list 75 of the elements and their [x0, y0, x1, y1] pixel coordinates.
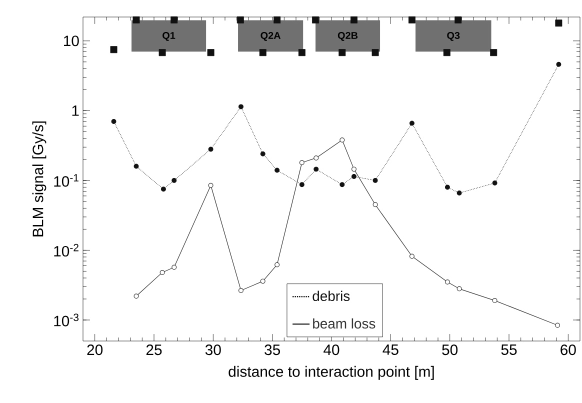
- point: [555, 20, 562, 27]
- band-label: Q2A: [260, 32, 281, 41]
- x-tick-label: 60: [560, 344, 576, 356]
- band-label: Q2B: [338, 32, 358, 41]
- point: [260, 278, 266, 284]
- point: [314, 166, 319, 172]
- point: [172, 178, 177, 183]
- point: [299, 160, 304, 166]
- x-tick-label: 45: [382, 344, 398, 355]
- point: [160, 186, 166, 192]
- point: [408, 16, 416, 24]
- y-tick-label: 10$^{-3}$: [54, 314, 79, 326]
- x-tick-label: 55: [501, 344, 517, 355]
- point: [340, 138, 345, 142]
- point: [444, 280, 450, 285]
- point: [170, 16, 178, 24]
- point: [274, 262, 280, 268]
- point: [312, 16, 320, 24]
- point: [110, 46, 118, 54]
- point: [274, 168, 280, 173]
- point: [556, 62, 562, 67]
- point: [132, 16, 140, 24]
- y-tick-label: 10$^{-1}$: [54, 174, 78, 187]
- y-tick-label: 1: [72, 106, 79, 116]
- point: [274, 16, 281, 24]
- point: [208, 182, 214, 188]
- text: debris: [312, 290, 350, 302]
- point: [298, 49, 306, 56]
- point: [134, 164, 139, 169]
- text: beam loss: [313, 318, 376, 329]
- point: [409, 120, 414, 126]
- y-tick-label: 10: [64, 36, 79, 46]
- band-label: Q1: [162, 32, 176, 41]
- x-axis-title: distance to interaction point [m]: [228, 366, 434, 380]
- point: [372, 202, 378, 208]
- x-tick-label: 20: [87, 344, 103, 356]
- point: [172, 264, 177, 270]
- point: [372, 178, 378, 183]
- point: [259, 49, 266, 56]
- point: [350, 16, 358, 24]
- point: [454, 16, 462, 24]
- point: [208, 146, 214, 152]
- point: [351, 166, 356, 172]
- point: [299, 182, 304, 188]
- band-label: Q3: [447, 32, 460, 41]
- point: [351, 174, 356, 179]
- x-tick-label: 40: [324, 344, 340, 356]
- point: [236, 16, 244, 24]
- point: [372, 49, 379, 56]
- x-tick-label: 30: [205, 344, 221, 356]
- point: [160, 270, 165, 275]
- y-tick-label: 10$^{-2}$: [54, 244, 78, 257]
- x-tick-label: 25: [146, 344, 162, 356]
- point: [111, 118, 116, 124]
- point: [490, 49, 498, 56]
- point: [134, 294, 139, 299]
- point: [443, 49, 450, 56]
- point: [492, 180, 498, 186]
- x-tick-label: 35: [264, 344, 280, 356]
- y-axis-title: BLM signal [Gy/s]: [32, 122, 46, 236]
- point: [207, 49, 214, 56]
- point: [409, 254, 414, 259]
- point: [555, 322, 560, 328]
- point: [260, 151, 266, 156]
- point: [444, 184, 450, 190]
- point: [158, 49, 166, 56]
- point: [492, 298, 498, 304]
- point: [340, 182, 345, 188]
- point: [238, 288, 244, 293]
- x-tick-label: 50: [442, 344, 458, 356]
- point: [238, 104, 244, 110]
- point: [456, 190, 462, 196]
- point: [338, 49, 346, 56]
- point: [456, 286, 462, 292]
- point: [314, 155, 319, 160]
